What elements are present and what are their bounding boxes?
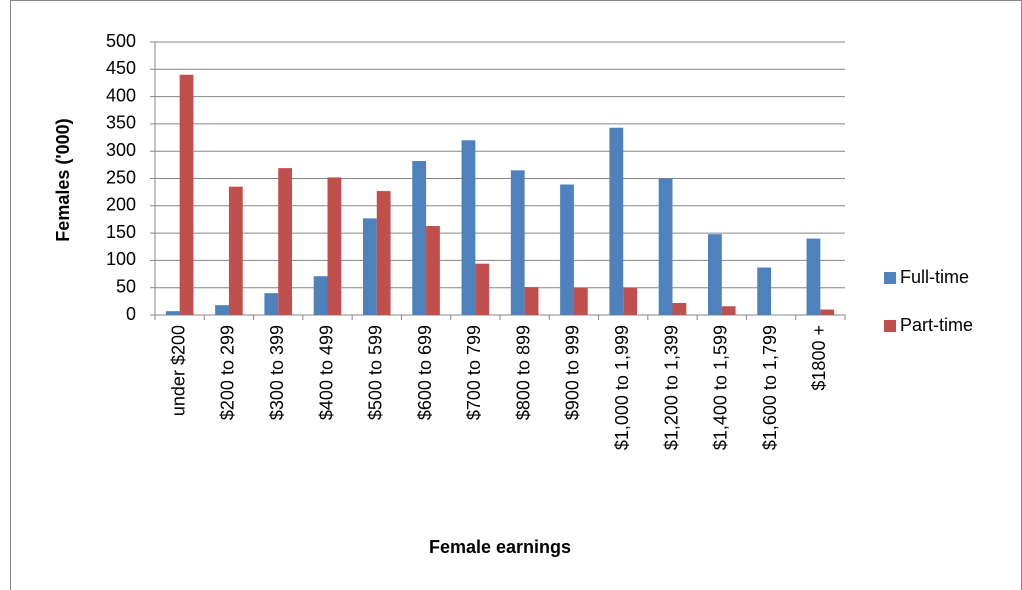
bar [721, 306, 736, 315]
bar [215, 305, 229, 315]
bar [461, 140, 476, 315]
legend-swatch [884, 272, 896, 284]
y-tick-label: 500 [106, 31, 136, 51]
bar [623, 287, 638, 315]
legend-label: Full-time [900, 267, 969, 287]
x-tick-label: $1,600 to 1,799 [760, 325, 780, 450]
y-tick-label: 350 [106, 113, 136, 133]
bar [327, 177, 342, 315]
x-tick-label: $600 to 699 [415, 325, 435, 420]
y-tick-label: 200 [106, 195, 136, 215]
bar [313, 276, 328, 315]
y-tick-label: 300 [106, 140, 136, 160]
bar [806, 238, 821, 315]
bar [757, 267, 772, 315]
bar [560, 184, 574, 315]
y-tick-label: 0 [126, 304, 136, 324]
x-tick-label: $1,200 to 1,399 [661, 325, 681, 450]
x-tick-label: $800 to 899 [513, 325, 533, 420]
x-tick-label: $400 to 499 [316, 325, 336, 420]
x-tick-label: $700 to 799 [464, 325, 484, 420]
x-tick-label: $200 to 299 [218, 325, 238, 420]
bar [524, 287, 539, 315]
bar [264, 293, 279, 315]
x-tick-label: under $200 [168, 325, 188, 416]
bar [510, 170, 525, 315]
bar [475, 263, 490, 315]
x-tick-label: $1,000 to 1,999 [612, 325, 632, 450]
y-tick-label: 50 [116, 276, 136, 296]
bar [426, 226, 440, 315]
x-tick-label: $1800 + [809, 325, 829, 391]
x-axis-title: Female earnings [429, 537, 571, 557]
legend-swatch [884, 320, 896, 332]
y-tick-label: 400 [106, 85, 136, 105]
bar [707, 234, 722, 315]
y-tick-label: 250 [106, 167, 136, 187]
bar [412, 161, 427, 315]
y-tick-label: 150 [106, 222, 136, 242]
bar [672, 302, 687, 315]
bar [278, 168, 293, 315]
x-tick-label: $1,400 to 1,599 [711, 325, 731, 450]
bar [179, 74, 194, 315]
bar [658, 178, 673, 315]
legend-label: Part-time [900, 315, 973, 335]
x-tick-label: $900 to 999 [563, 325, 583, 420]
x-tick-label: $500 to 599 [366, 325, 386, 420]
y-axis-title: Females ('000) [53, 118, 73, 241]
y-tick-label: 100 [106, 249, 136, 269]
bar [228, 186, 243, 315]
bar [165, 311, 180, 315]
bar [573, 287, 588, 315]
y-tick-label: 450 [106, 58, 136, 78]
x-tick-label: $300 to 399 [267, 325, 287, 420]
bar [820, 309, 835, 315]
bar [609, 127, 624, 315]
bar [376, 191, 391, 315]
bar [362, 218, 377, 315]
